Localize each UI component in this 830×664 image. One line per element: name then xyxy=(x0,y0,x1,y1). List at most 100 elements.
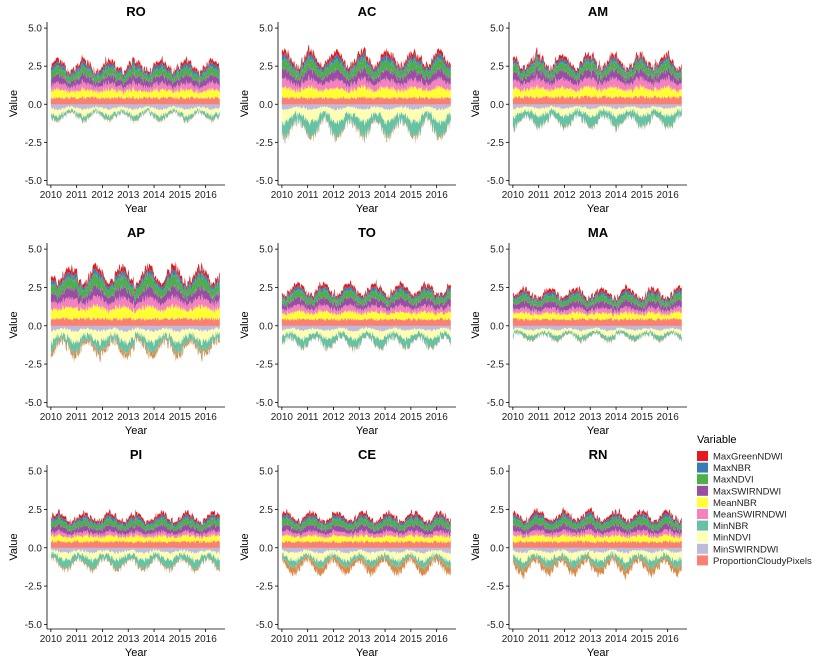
area-maxgreenndwi xyxy=(512,283,682,304)
y-tick-label: 0.0 xyxy=(28,543,42,554)
y-axis-label: Value xyxy=(470,311,482,338)
x-tick-label: 2013 xyxy=(117,412,140,423)
area-meanswirndwi xyxy=(50,529,220,540)
x-tick-label: 2016 xyxy=(426,634,449,645)
x-axis-label: Year xyxy=(125,647,148,659)
area-proportioncloudypixels xyxy=(512,540,682,550)
area-maxndvi xyxy=(281,285,451,308)
y-tick-label: 5.0 xyxy=(259,24,273,35)
y-tick-label: 5.0 xyxy=(259,467,273,478)
x-tick-label: 2010 xyxy=(40,190,63,201)
area-meanswirndwi xyxy=(512,73,682,94)
x-tick-label: 2014 xyxy=(605,190,628,201)
x-tick-label: 2012 xyxy=(553,412,576,423)
y-tick-label: -5.0 xyxy=(487,620,505,631)
area-maxnbr xyxy=(50,266,220,297)
legend-label: MeanSWIRNDWI xyxy=(713,510,787,521)
y-tick-label: 0.0 xyxy=(490,321,504,332)
y-axis-label: Value xyxy=(470,90,482,117)
area-proportioncloudypixels xyxy=(512,317,682,328)
area-proportioncloudypixels xyxy=(281,540,451,550)
area-neg-minnbr xyxy=(281,551,451,573)
area-proportioncloudypixels xyxy=(281,317,451,328)
y-axis-label: Value xyxy=(8,533,20,560)
y-tick-label: 5.0 xyxy=(28,245,42,256)
area-neg-minswirndwi xyxy=(281,104,451,112)
y-tick-label: 0.0 xyxy=(259,321,273,332)
y-axis-label: Value xyxy=(8,311,20,338)
area-proportioncloudypixels xyxy=(50,96,220,107)
y-tick-label: 2.5 xyxy=(28,62,42,73)
x-axis-label: Year xyxy=(125,425,148,437)
area-maxswirndwi xyxy=(512,297,682,314)
area-maxndvi xyxy=(50,270,220,303)
area-maxndvi xyxy=(281,55,451,83)
x-tick-label: 2010 xyxy=(502,190,525,201)
legend-swatch xyxy=(697,520,708,531)
area-meanswirndwi xyxy=(281,528,451,540)
y-tick-label: 5.0 xyxy=(490,245,504,256)
x-tick-label: 2014 xyxy=(143,412,166,423)
area-maxswirndwi xyxy=(281,292,451,313)
x-axis-label: Year xyxy=(356,647,379,659)
area-meannbr xyxy=(50,86,220,100)
legend-swatch xyxy=(697,532,708,543)
area-maxnbr xyxy=(281,511,451,529)
x-tick-label: 2011 xyxy=(66,412,88,423)
y-tick-label: -2.5 xyxy=(256,582,274,593)
x-tick-label: 2015 xyxy=(400,412,423,423)
area-maxgreenndwi xyxy=(512,506,682,527)
x-axis-label: Year xyxy=(587,425,610,437)
panel-title: PI xyxy=(130,447,142,462)
area-meanswirndwi xyxy=(281,75,451,94)
area-proportioncloudypixels xyxy=(50,540,220,550)
x-axis-label: Year xyxy=(587,647,610,659)
panel-title: AC xyxy=(358,4,377,19)
x-tick-label: 2013 xyxy=(117,634,140,645)
area-meannbr xyxy=(281,83,451,100)
area-neg-proportioncloudypixels xyxy=(50,555,220,575)
area-neg-minndvi xyxy=(50,548,220,564)
area-maxndvi xyxy=(281,515,451,533)
x-tick-label: 2015 xyxy=(400,634,423,645)
x-tick-label: 2010 xyxy=(271,634,294,645)
x-tick-label: 2011 xyxy=(528,412,550,423)
x-tick-label: 2014 xyxy=(374,190,397,201)
x-tick-label: 2015 xyxy=(169,190,192,201)
y-axis-label: Value xyxy=(8,90,20,117)
x-tick-label: 2013 xyxy=(579,412,602,423)
y-tick-label: 5.0 xyxy=(490,467,504,478)
area-neg-minndvi xyxy=(50,105,220,119)
area-maxnbr xyxy=(50,58,220,82)
panel-title: RN xyxy=(589,447,608,462)
area-maxndvi xyxy=(50,515,220,534)
x-tick-label: 2014 xyxy=(143,634,166,645)
area-neg-minnbr xyxy=(50,331,220,358)
y-tick-label: 2.5 xyxy=(28,505,42,516)
y-tick-label: -5.0 xyxy=(487,176,505,187)
y-axis-label: Value xyxy=(239,311,251,338)
area-neg-minndvi xyxy=(281,549,451,565)
x-tick-label: 2016 xyxy=(426,412,449,423)
area-maxnbr xyxy=(281,49,451,77)
area-maxswirndwi xyxy=(50,70,220,92)
y-tick-label: -2.5 xyxy=(25,360,43,371)
y-tick-label: 2.5 xyxy=(259,62,273,73)
legend-swatch xyxy=(697,451,708,461)
area-meannbr xyxy=(50,303,220,321)
area-neg-proportioncloudypixels xyxy=(281,113,451,144)
x-tick-label: 2013 xyxy=(348,634,371,645)
area-maxndvi xyxy=(50,62,220,86)
y-tick-label: -2.5 xyxy=(25,582,43,593)
x-tick-label: 2016 xyxy=(426,190,449,201)
area-neg-minswirndwi xyxy=(512,547,682,555)
x-tick-label: 2014 xyxy=(605,634,628,645)
x-tick-label: 2011 xyxy=(528,190,550,201)
area-maxswirndwi xyxy=(281,521,451,537)
area-maxgreenndwi xyxy=(50,508,220,528)
y-tick-label: 2.5 xyxy=(259,283,273,294)
